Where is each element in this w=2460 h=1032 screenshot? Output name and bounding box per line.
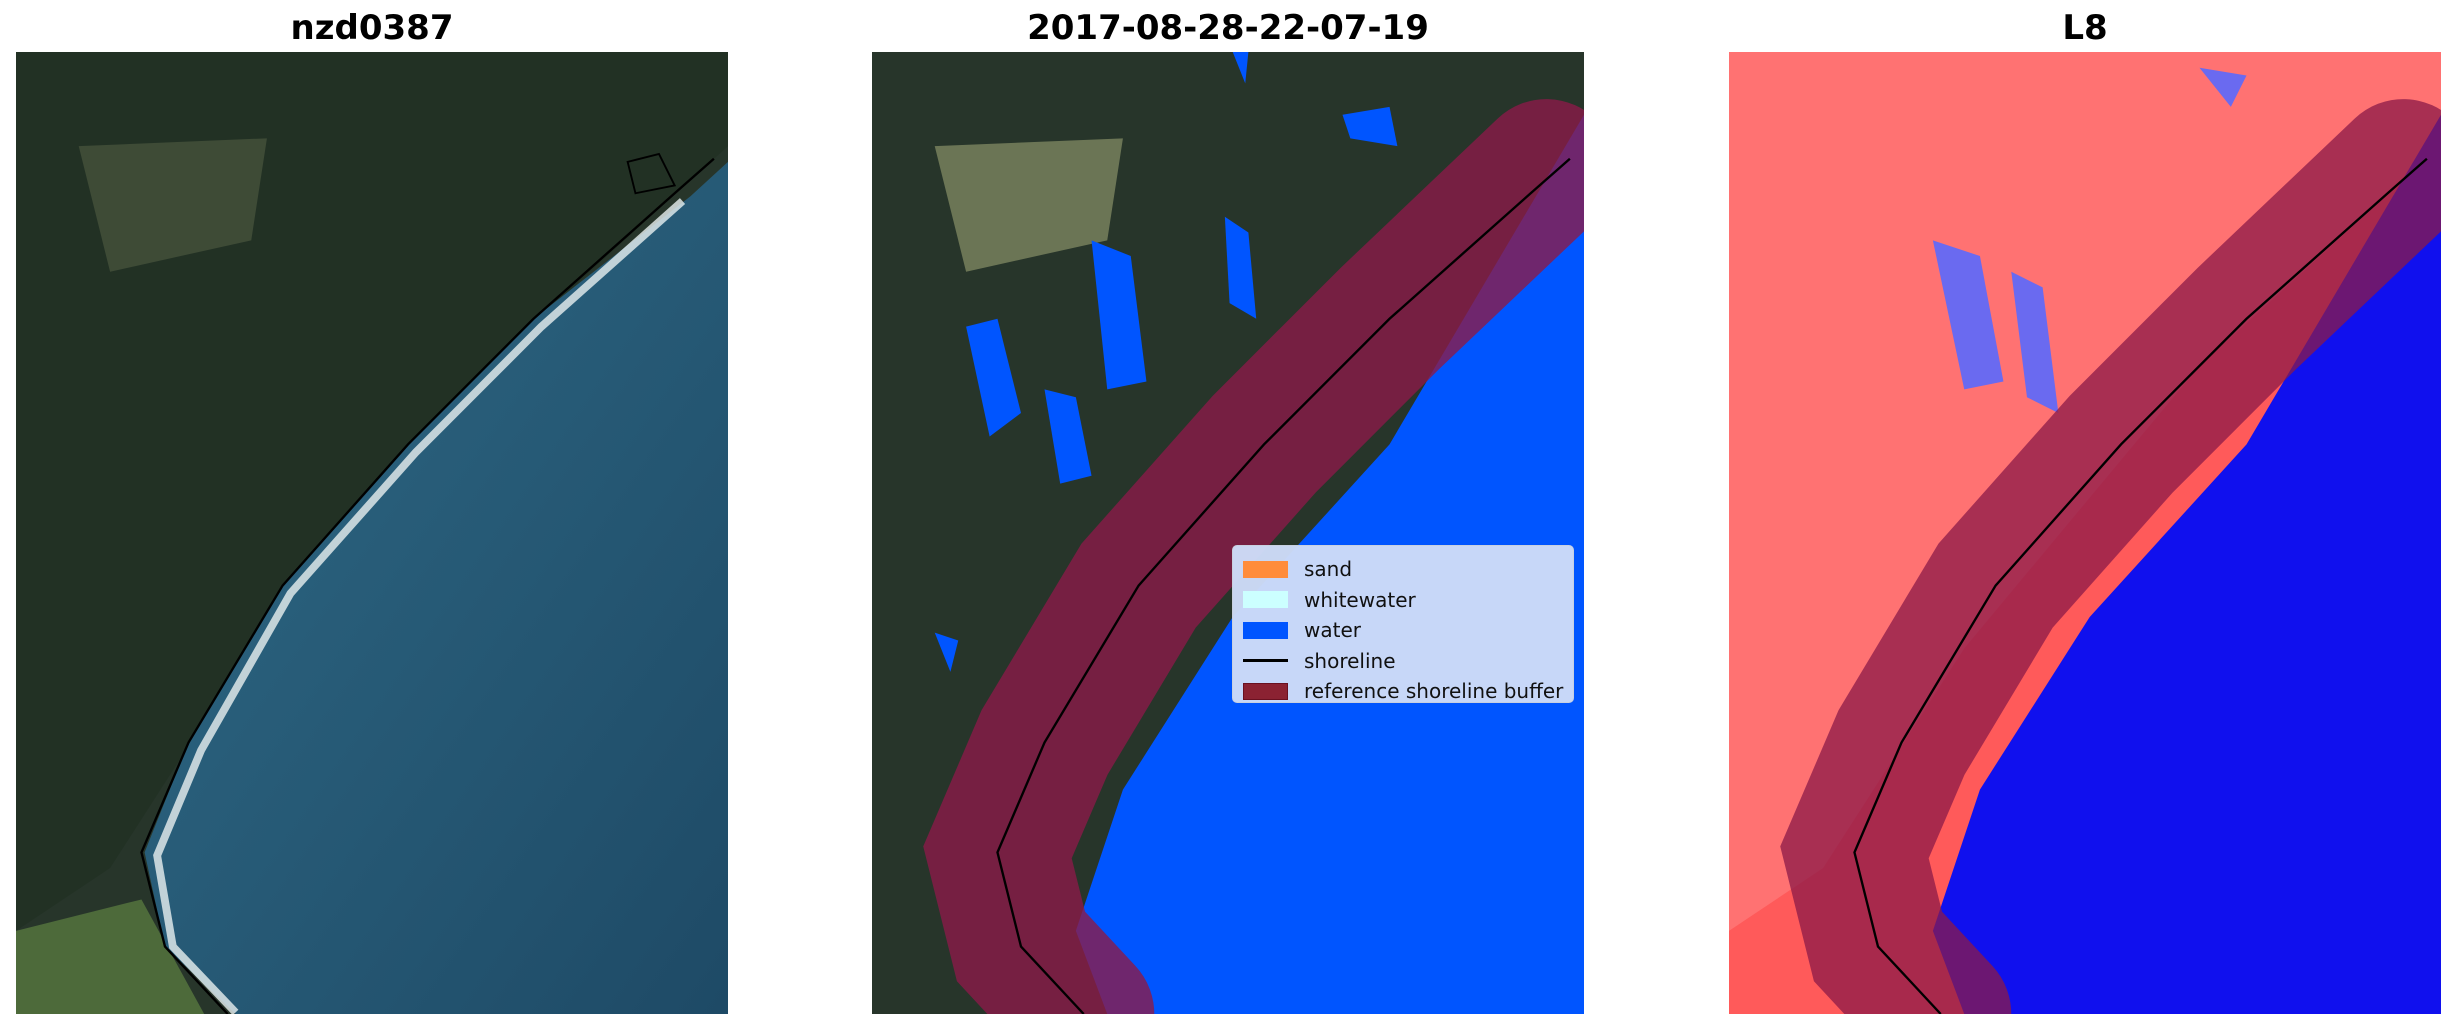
shoreline-path <box>140 157 715 1014</box>
shoreline-path <box>1853 157 2428 1014</box>
legend-label: shoreline <box>1304 648 1396 673</box>
legend-label: water <box>1304 618 1361 643</box>
legend-item-whitewater: whitewater <box>1243 585 1573 616</box>
legend-label: reference shoreline buffer <box>1304 679 1564 704</box>
buffer-swatch <box>1243 682 1288 700</box>
shoreline-swatch <box>1243 659 1288 663</box>
rgb-image-panel <box>16 52 728 1014</box>
legend-item-shoreline: shoreline <box>1243 646 1573 677</box>
legend-label: sand <box>1304 557 1353 582</box>
sand-swatch <box>1243 560 1288 578</box>
legend-item-water: water <box>1243 615 1573 646</box>
legend-item-sand: sand <box>1243 554 1573 585</box>
panel-title-index: L8 <box>2062 8 2108 48</box>
water-swatch <box>1243 621 1288 639</box>
legend-item-buffer: reference shoreline buffer <box>1243 676 1573 707</box>
shoreline-path <box>996 157 1571 1014</box>
classified-image-panel <box>872 52 1584 1014</box>
legend-label: whitewater <box>1304 587 1416 612</box>
index-image-panel <box>1729 52 2441 1014</box>
panel-title-rgb: nzd0387 <box>290 8 454 48</box>
panel-title-classified: 2017-08-28-22-07-19 <box>1027 8 1429 48</box>
legend: sand whitewater water shoreline referenc… <box>1232 545 1574 703</box>
whitewater-swatch <box>1243 591 1288 609</box>
